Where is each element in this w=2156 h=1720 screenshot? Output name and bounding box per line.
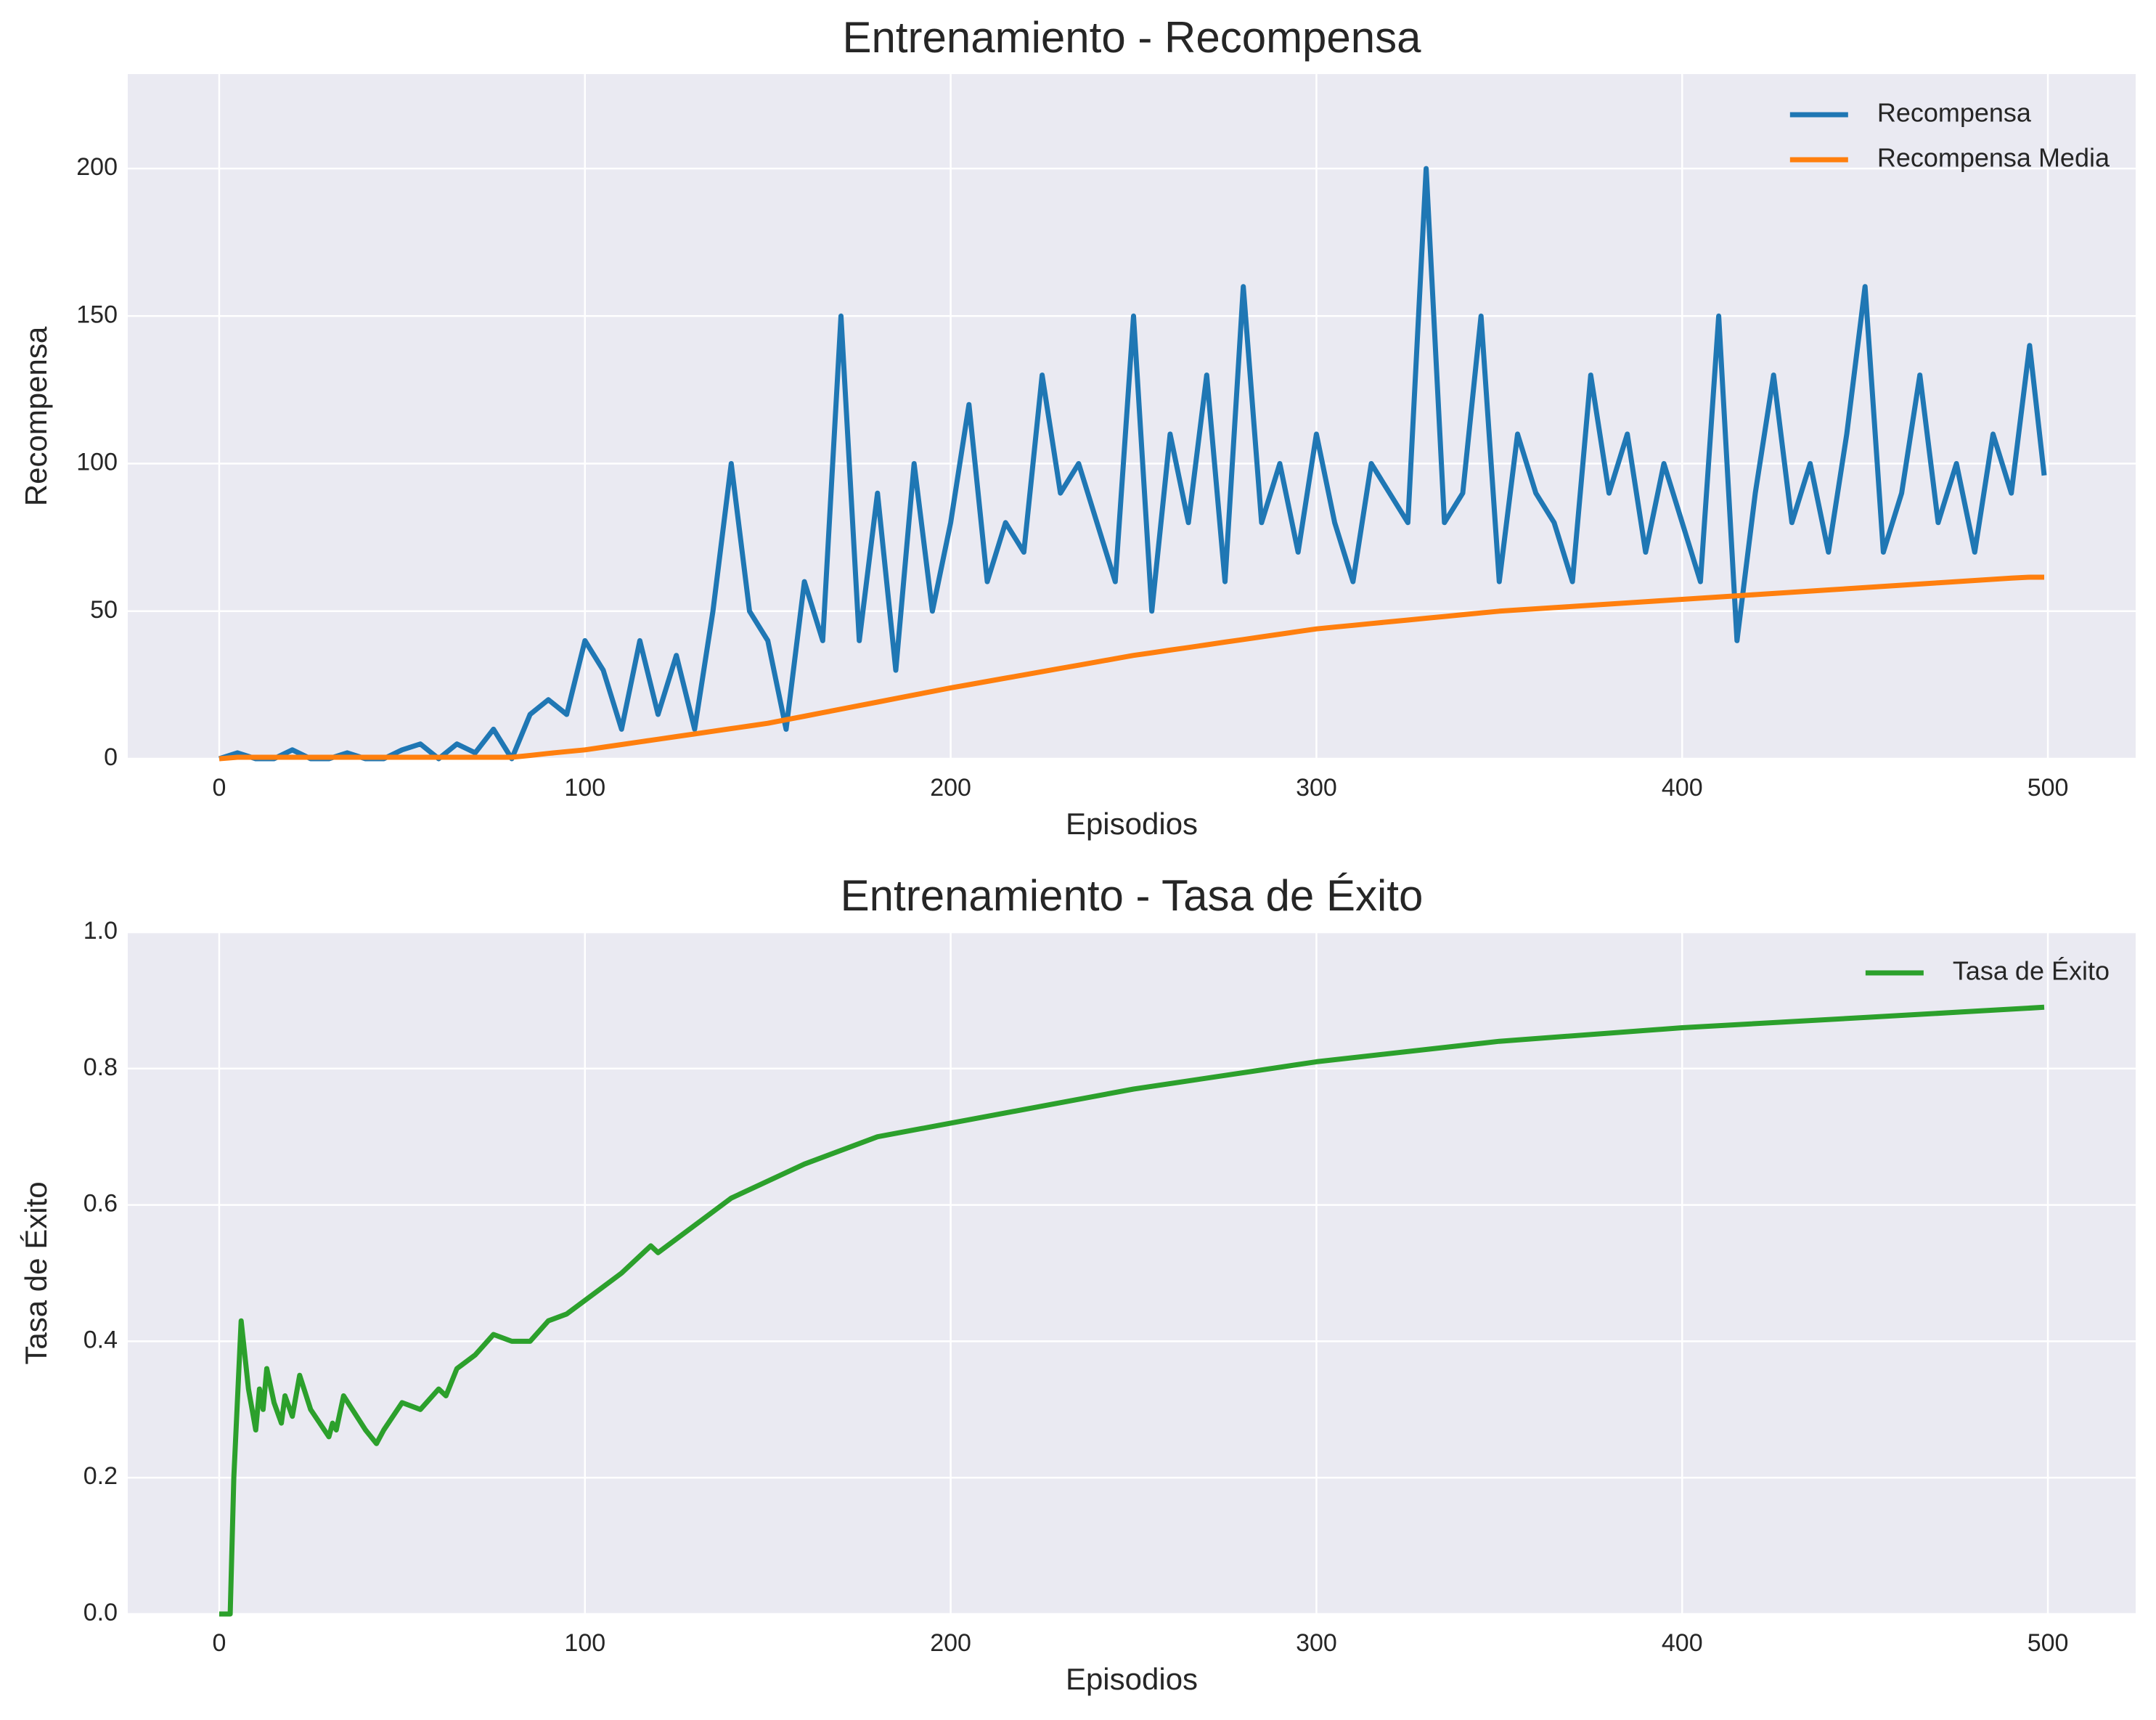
y-tick-label: 0 — [104, 743, 118, 771]
y-tick-label: 0.2 — [83, 1462, 118, 1490]
x-tick-label: 300 — [1296, 1629, 1337, 1657]
x-tick-label: 500 — [2028, 1629, 2069, 1657]
x-axis-label: Episodios — [1066, 1662, 1198, 1696]
x-tick-label: 400 — [1662, 774, 1703, 802]
y-tick-label: 200 — [76, 153, 118, 181]
y-tick-label: 1.0 — [83, 917, 118, 945]
series-line — [219, 1004, 2045, 1617]
x-tick-label: 300 — [1296, 774, 1337, 802]
chart-title: Entrenamiento - Tasa de Éxito — [841, 871, 1424, 920]
legend-label: Recompensa — [1877, 98, 2032, 128]
x-tick-label: 0 — [212, 774, 226, 802]
x-tick-label: 100 — [564, 1629, 605, 1657]
series-line — [219, 574, 2044, 762]
x-tick-label: 400 — [1662, 1629, 1703, 1657]
x-tick-label: 200 — [930, 1629, 971, 1657]
plot-area — [128, 932, 2136, 1614]
y-tick-label: 0.6 — [83, 1190, 118, 1218]
y-axis-label: Tasa de Éxito — [19, 1181, 53, 1364]
y-tick-label: 0.4 — [83, 1326, 118, 1353]
y-tick-label: 0.8 — [83, 1053, 118, 1081]
y-axis-label: Recompensa — [19, 326, 53, 506]
y-tick-label: 0.0 — [83, 1599, 118, 1626]
series-line — [218, 166, 2047, 762]
x-tick-label: 0 — [212, 1629, 226, 1657]
y-tick-label: 50 — [90, 596, 118, 624]
legend-label: Recompensa Media — [1877, 143, 2110, 173]
x-tick-label: 200 — [930, 774, 971, 802]
plot-area — [128, 74, 2136, 759]
y-tick-label: 100 — [76, 449, 118, 476]
x-axis-label: Episodios — [1066, 807, 1198, 841]
legend-label: Tasa de Éxito — [1953, 956, 2110, 986]
chart-title: Entrenamiento - Recompensa — [842, 13, 1421, 62]
x-tick-label: 500 — [2028, 774, 2069, 802]
y-tick-label: 150 — [76, 301, 118, 328]
x-tick-label: 100 — [564, 774, 605, 802]
